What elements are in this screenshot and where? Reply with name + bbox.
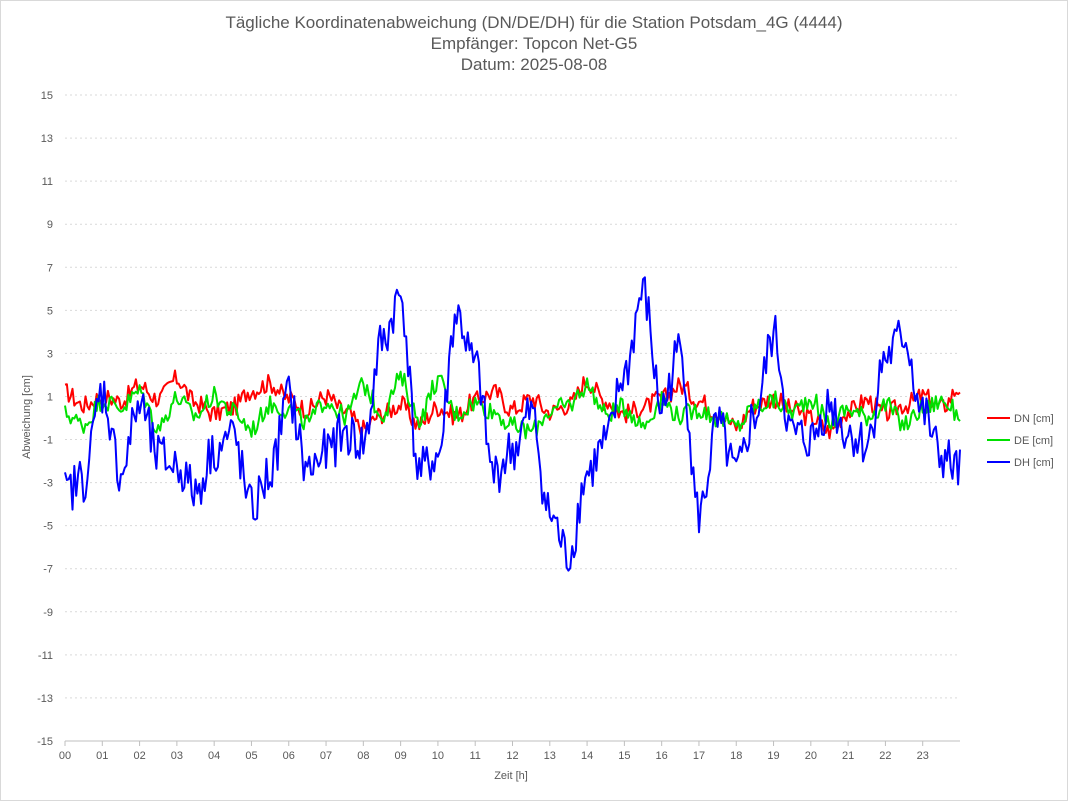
x-tick-label: 11 — [469, 750, 480, 762]
x-tick-label: 03 — [171, 750, 183, 762]
x-tick-label: 08 — [357, 750, 369, 762]
legend-label: DH [cm] — [1014, 457, 1054, 469]
x-tick-label: 09 — [395, 750, 407, 762]
x-tick-label: 07 — [320, 750, 332, 762]
y-tick-label: -11 — [38, 650, 53, 662]
chart-title-line: Datum: 2025-08-08 — [461, 55, 607, 74]
x-tick-label: 21 — [842, 750, 854, 762]
y-tick-label: -9 — [43, 607, 53, 619]
x-tick-label: 04 — [208, 750, 220, 762]
x-tick-label: 06 — [283, 750, 295, 762]
x-axis-ticks: 00 01 02 03 04 05 06 07 08 09 10 11 12 13 14 15 16 17 18 19… — [59, 741, 929, 762]
x-tick-label: 23 — [917, 750, 929, 762]
y-tick-label: 11 — [42, 176, 53, 188]
x-tick-label: 13 — [544, 750, 556, 762]
x-tick-label: 05 — [245, 750, 257, 762]
y-tick-label: 13 — [41, 133, 53, 145]
y-axis-ticks: 15 13 11 9 7 5 3 1 -1 -3 -5 -7 -9 -11 -13 -15 — [37, 90, 53, 748]
x-tick-label: 10 — [432, 750, 444, 762]
y-tick-label: -3 — [43, 478, 53, 490]
y-axis-label: Abweichung [cm] — [21, 375, 33, 459]
x-tick-label: 01 — [96, 750, 108, 762]
series-line-dh — [64, 276, 961, 572]
x-tick-label: 15 — [618, 750, 630, 762]
y-tick-label: -1 — [43, 435, 53, 447]
chart-title: Tägliche Koordinatenabweichung (DN/DE/DH… — [225, 13, 842, 74]
y-tick-label: 7 — [47, 262, 53, 274]
y-tick-label: 5 — [47, 305, 53, 317]
x-tick-label: 20 — [805, 750, 817, 762]
y-tick-label: -7 — [43, 564, 53, 576]
series-line-de — [64, 370, 961, 440]
x-tick-label: 12 — [506, 750, 518, 762]
x-tick-label: 17 — [693, 750, 705, 762]
grid — [65, 94, 960, 742]
x-tick-label: 19 — [767, 750, 779, 762]
x-tick-label: 22 — [879, 750, 891, 762]
y-tick-label: 3 — [47, 348, 53, 360]
y-tick-label: 1 — [47, 391, 53, 403]
y-tick-label: -15 — [37, 736, 53, 748]
x-tick-label: 16 — [656, 750, 668, 762]
series-line-dn — [64, 369, 961, 440]
y-tick-label: 9 — [47, 219, 53, 231]
x-tick-label: 18 — [730, 750, 742, 762]
y-tick-label: 15 — [41, 90, 53, 102]
legend-label: DE [cm] — [1014, 435, 1053, 447]
x-tick-label: 14 — [581, 750, 593, 762]
chart-title-line: Empfänger: Topcon Net-G5 — [431, 34, 638, 53]
x-tick-label: 00 — [59, 750, 71, 762]
y-tick-label: -13 — [37, 693, 53, 705]
series-lines — [64, 276, 961, 572]
x-tick-label: 02 — [133, 750, 145, 762]
chart-title-line: Tägliche Koordinatenabweichung (DN/DE/DH… — [225, 13, 842, 32]
legend-label: DN [cm] — [1014, 413, 1054, 425]
legend: DN [cm] DE [cm] DH [cm] — [987, 413, 1054, 469]
y-tick-label: -5 — [43, 521, 53, 533]
x-axis-label: Zeit [h] — [494, 770, 528, 782]
